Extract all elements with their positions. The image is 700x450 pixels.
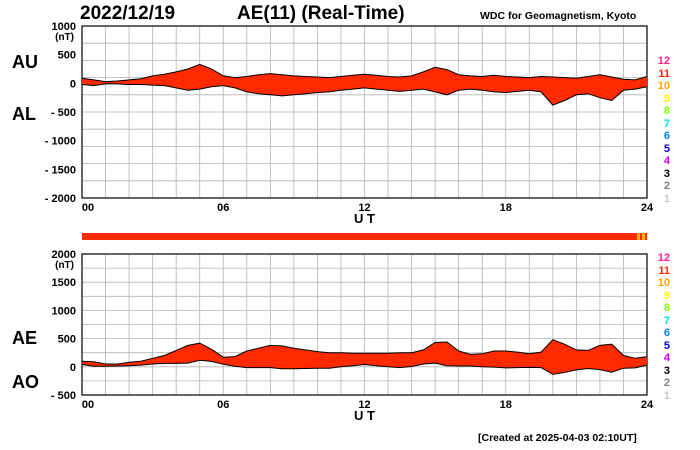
legend-item: 8 — [663, 105, 670, 117]
legend-item: 11 — [658, 264, 670, 277]
y-tick-label: 1500 — [52, 277, 76, 289]
legend-item: 4 — [663, 155, 670, 167]
x-tick-label: 24 — [641, 399, 654, 411]
y-tick-label: 1000 — [52, 21, 76, 33]
chart-title: AE(11) (Real-Time) — [237, 3, 405, 24]
au-label: AU — [12, 52, 38, 72]
legend-item: 12 — [657, 55, 670, 67]
al-label: AL — [12, 104, 36, 124]
x-tick-label: 06 — [217, 399, 229, 411]
legend-item: 1 — [663, 389, 670, 402]
legend-item: 5 — [663, 142, 670, 155]
legend-item: 2 — [663, 180, 670, 192]
chart-title-date: 2022/12/19 — [80, 3, 176, 24]
filled-range-area — [82, 64, 647, 106]
x-tick-label: 06 — [217, 202, 229, 214]
y-tick-label: - 500 — [51, 390, 76, 402]
station-count-strip — [82, 233, 647, 240]
legend-item: 5 — [663, 339, 670, 352]
unit-label: (nT) — [55, 32, 74, 43]
ae-ao-panel: 2000 1500 1000 500 0 - 500 (nT) 00 06 12 18 24 U T — [51, 249, 654, 423]
plot-frame — [81, 253, 648, 396]
y-tick-label: 1000 — [52, 305, 76, 317]
y-tick-label: - 500 — [51, 107, 76, 119]
legend-item: 4 — [663, 352, 670, 364]
legend-item: 7 — [663, 117, 670, 130]
legend-item: 8 — [663, 302, 670, 314]
y-tick-label: - 2000 — [45, 193, 76, 205]
legend-item: 3 — [663, 167, 670, 180]
legend-item: 6 — [663, 130, 670, 142]
y-tick-label: 500 — [58, 50, 76, 62]
station-count-segment — [637, 233, 640, 240]
legend-item: 10 — [657, 80, 670, 92]
legend-item: 1 — [663, 192, 670, 205]
x-tick-label: 18 — [500, 202, 512, 214]
legend-item: 3 — [663, 364, 670, 377]
series-line-ao — [81, 359, 648, 375]
x-tick-label: 12 — [358, 399, 370, 411]
x-tick-label: 18 — [500, 399, 512, 411]
x-axis-label: U T — [354, 408, 375, 423]
legend-item: 7 — [663, 314, 670, 327]
x-tick-label: 24 — [641, 202, 654, 214]
y-tick-label: 0 — [70, 78, 76, 90]
ae-label: AE — [12, 328, 38, 348]
legend-item: 9 — [663, 92, 670, 105]
series-line-au — [81, 63, 648, 83]
legend-item: 2 — [663, 377, 670, 389]
station-count-bar — [82, 233, 647, 240]
legend-item: 6 — [663, 327, 670, 339]
ao-label: AO — [12, 372, 39, 392]
series-line-ae — [81, 339, 648, 365]
legend-item: 10 — [657, 277, 670, 289]
legend-item: 9 — [663, 289, 670, 302]
source-label: WDC for Geomagnetism, Kyoto — [480, 10, 637, 22]
y-tick-label: - 1500 — [45, 164, 76, 176]
created-timestamp: [Created at 2025-04-03 02:10UT] — [478, 432, 637, 444]
plot-frame — [81, 25, 648, 199]
legend-item: 11 — [658, 67, 670, 80]
station-count-segment — [642, 233, 645, 240]
au-al-panel: 1000 500 0 - 500 - 1000 - 1500 - 2000 (nT) 00 06 1… — [45, 21, 654, 226]
y-tick-label: - 1000 — [45, 136, 76, 148]
x-tick-label: 12 — [358, 202, 370, 214]
y-tick-label: 0 — [70, 362, 76, 374]
y-tick-label: 2000 — [52, 249, 76, 261]
x-tick-label: 00 — [82, 202, 94, 214]
series-line-al — [81, 83, 648, 106]
filled-range-area — [82, 339, 647, 375]
station-count-legend-bottom: 12 11 10 9 8 7 6 5 4 3 2 1 — [651, 252, 670, 402]
unit-label: (nT) — [55, 260, 74, 271]
y-tick-label: 500 — [58, 334, 76, 346]
x-axis-label: U T — [354, 211, 375, 226]
legend-item: 12 — [657, 252, 670, 264]
station-count-legend-top: 12 11 10 9 8 7 6 5 4 3 2 1 — [651, 55, 670, 205]
x-tick-label: 00 — [82, 399, 94, 411]
